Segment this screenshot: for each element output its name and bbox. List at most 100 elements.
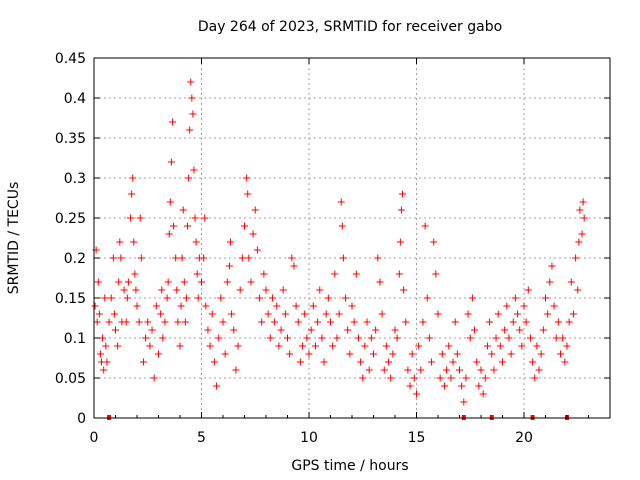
- x-tick-label: 15: [408, 430, 426, 446]
- data-point: [127, 214, 135, 222]
- data-point: [307, 326, 315, 334]
- data-point: [464, 310, 472, 318]
- data-point: [186, 126, 194, 134]
- data-point: [475, 382, 483, 390]
- data-point: [170, 222, 178, 230]
- data-point: [179, 206, 187, 214]
- data-point: [204, 326, 212, 334]
- data-point: [509, 318, 517, 326]
- data-point: [135, 318, 143, 326]
- data-point: [518, 342, 526, 350]
- data-point: [554, 318, 562, 326]
- data-point: [535, 366, 543, 374]
- data-point: [563, 342, 571, 350]
- data-point: [490, 366, 498, 374]
- data-point: [354, 334, 362, 342]
- data-point: [539, 326, 547, 334]
- data-point: [273, 302, 281, 310]
- data-point: [520, 302, 528, 310]
- data-point: [103, 358, 111, 366]
- data-point: [167, 158, 175, 166]
- data-point: [391, 326, 399, 334]
- data-point: [507, 350, 515, 358]
- data-point: [286, 350, 294, 358]
- x-tick-labels: 0 5 10 15 20: [90, 430, 533, 446]
- y-tick-labels: 0 0.05 0.1 0.15 0.2 0.25 0.3 0.35 0.4 0.45: [55, 51, 86, 427]
- data-point: [483, 342, 491, 350]
- data-point: [419, 318, 427, 326]
- data-point: [488, 350, 496, 358]
- data-point: [479, 390, 487, 398]
- data-point: [100, 366, 108, 374]
- data-point: [128, 190, 136, 198]
- data-point: [131, 270, 139, 278]
- data-point: [320, 358, 328, 366]
- data-point: [338, 222, 346, 230]
- chart-title: Day 264 of 2023, SRMTID for receiver gab…: [198, 19, 502, 35]
- x-tick-label: 5: [197, 430, 206, 446]
- data-point: [296, 358, 304, 366]
- data-point: [359, 374, 367, 382]
- data-point: [529, 358, 537, 366]
- data-point: [344, 326, 352, 334]
- data-point: [385, 358, 393, 366]
- y-tick-label: 0.45: [55, 51, 86, 67]
- data-point: [333, 334, 341, 342]
- data-point: [236, 286, 244, 294]
- data-point: [314, 318, 322, 326]
- data-point: [382, 342, 390, 350]
- data-point: [445, 342, 453, 350]
- data-point: [264, 310, 272, 318]
- data-point: [399, 190, 407, 198]
- data-point: [202, 302, 210, 310]
- data-point: [253, 246, 261, 254]
- data-point: [402, 318, 410, 326]
- data-point: [105, 318, 113, 326]
- data-point: [579, 198, 587, 206]
- data-point: [129, 174, 137, 182]
- data-point: [232, 366, 240, 374]
- data-point: [413, 390, 420, 398]
- data-point: [258, 318, 266, 326]
- data-point: [124, 278, 132, 286]
- data-point: [96, 350, 104, 358]
- data-point: [268, 294, 276, 302]
- data-point: [327, 318, 334, 326]
- data-point: [164, 278, 172, 286]
- data-point: [440, 382, 448, 390]
- data-point: [223, 278, 231, 286]
- data-point: [575, 238, 583, 246]
- data-point: [524, 286, 532, 294]
- data-point: [193, 270, 201, 278]
- data-point: [155, 350, 162, 358]
- data-point: [279, 286, 287, 294]
- data-point: [290, 262, 298, 270]
- data-point: [367, 334, 375, 342]
- data-point: [557, 350, 565, 358]
- data-point: [380, 366, 388, 374]
- data-point: [139, 358, 147, 366]
- data-point: [471, 326, 479, 334]
- data-point: [567, 278, 575, 286]
- data-point: [244, 190, 252, 198]
- data-point: [161, 318, 169, 326]
- data-point: [342, 294, 350, 302]
- data-point: [417, 366, 425, 374]
- data-point: [494, 310, 502, 318]
- data-point: [299, 342, 307, 350]
- data-point: [387, 374, 395, 382]
- data-point: [115, 278, 123, 286]
- y-tick-label: 0.2: [64, 251, 86, 267]
- data-point: [514, 310, 522, 318]
- x-tick-label: 10: [300, 430, 318, 446]
- data-point: [393, 334, 401, 342]
- data-point: [316, 286, 324, 294]
- data-point: [174, 318, 182, 326]
- data-point: [281, 310, 289, 318]
- y-tick-label: 0.1: [64, 331, 86, 347]
- data-point: [550, 302, 558, 310]
- data-point: [542, 294, 549, 302]
- data-point: [132, 286, 140, 294]
- data-point: [309, 302, 317, 310]
- data-point: [227, 238, 235, 246]
